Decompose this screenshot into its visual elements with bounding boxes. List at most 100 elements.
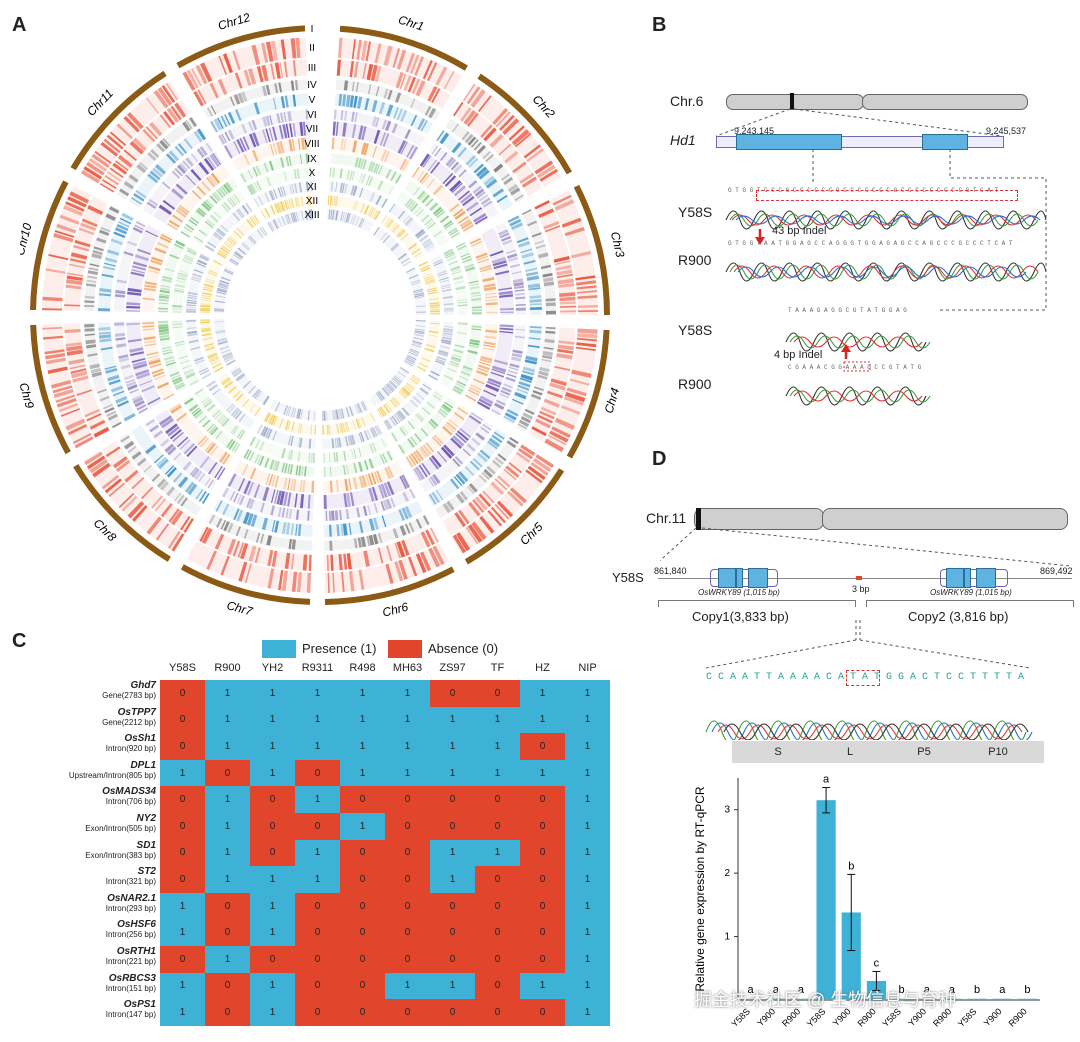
heatmap-cell: 1 xyxy=(565,733,610,760)
x-tick-label: Y900 xyxy=(982,1006,1004,1028)
heatmap-cell: 1 xyxy=(385,733,430,760)
track-label: X xyxy=(309,168,316,179)
gene-region: Exon/Intron(505 bp) xyxy=(85,824,156,833)
heatmap-column-nip: NIP xyxy=(578,662,597,674)
y-tick-label: 2 xyxy=(724,868,730,879)
heatmap-cell: 0 xyxy=(430,786,475,813)
heatmap-cell: 1 xyxy=(205,839,250,867)
chromosome-chr3 xyxy=(405,184,610,315)
b-indel1-label: 43 bp Indel xyxy=(772,225,827,237)
heatmap-cell: 1 xyxy=(565,919,610,946)
heatmap-cell: 0 xyxy=(160,680,205,707)
significance-letter: a xyxy=(823,774,830,786)
b-seq2: G T G G T A A T G G A G C C A G G G T G … xyxy=(728,240,1013,247)
bar xyxy=(942,998,962,1000)
heatmap-row-label: OsRTH1 Intron(221 bp) xyxy=(0,946,156,967)
significance-letter: a xyxy=(924,984,931,996)
heatmap-cell: 0 xyxy=(340,786,385,813)
significance-letter: c xyxy=(874,957,880,969)
heatmap-cell: 0 xyxy=(475,892,520,920)
heatmap-column-r900: R900 xyxy=(214,662,241,674)
hd1-coord-end: 9,245,537 xyxy=(986,126,1027,136)
d-gene2-exon3 xyxy=(976,568,996,588)
chr-label: Chr6 xyxy=(381,600,410,620)
heatmap-cell: 1 xyxy=(340,759,385,787)
heatmap-cell: 1 xyxy=(430,706,475,734)
gene-name: DPL1 xyxy=(130,759,156,771)
y-axis-label: Relative gene expression by RT-qPCR xyxy=(693,786,707,992)
d-gene2-label: OsWRKY89 (1,015 bp) xyxy=(930,588,1012,597)
hd1-coord-start: 9,243,145 xyxy=(734,126,775,136)
b-arrow-2-head xyxy=(841,344,851,352)
heatmap-cell: 0 xyxy=(340,892,385,920)
panel-letter-b: B xyxy=(652,14,667,36)
heatmap-cell: 0 xyxy=(475,972,520,1000)
heatmap-cell: 0 xyxy=(385,812,430,840)
d-overlay xyxy=(660,527,1071,740)
heatmap-cell: 1 xyxy=(340,733,385,760)
heatmap-cell: 1 xyxy=(160,892,205,920)
heatmap-row-label: SD1 Exon/Intron(383 bp) xyxy=(0,840,156,861)
hd1-exon1 xyxy=(736,134,842,150)
d-coord-end: 869,492 xyxy=(1040,566,1073,576)
gene-name: OsPS1 xyxy=(123,999,156,1011)
heatmap-cell: 1 xyxy=(205,866,250,893)
gene-region: Intron(706 bp) xyxy=(105,797,156,807)
chromosome-chr5 xyxy=(368,366,565,565)
heatmap-column-headers: Y58S R900 YH2 R9311 R498 MH63 ZS97 TF HZ NIP xyxy=(160,662,610,678)
d-gap-mark xyxy=(856,576,862,580)
b-chromatogram-2 xyxy=(725,262,1047,282)
bar xyxy=(791,998,811,1000)
heatmap-row-label: Ghd7 Gene(2783 bp) xyxy=(0,680,156,701)
heatmap-cell: 1 xyxy=(520,972,565,1000)
heatmap-cell: 0 xyxy=(205,999,250,1026)
x-tick-label: R900 xyxy=(1007,1006,1029,1028)
heatmap-row-label: OsMADS34 Intron(706 bp) xyxy=(0,786,156,807)
heatmap-column-zs97: ZS97 xyxy=(439,662,466,674)
heatmap-cell: 1 xyxy=(430,733,475,760)
d-gene1-exon3 xyxy=(748,568,768,588)
stage-box-p5: P5 xyxy=(878,741,970,763)
heatmap-cell: 0 xyxy=(295,892,340,920)
heatmap-cell: 1 xyxy=(340,680,385,707)
heatmap-cell: 0 xyxy=(295,812,340,840)
heatmap-cell: 1 xyxy=(565,999,610,1026)
y-tick-label: 1 xyxy=(724,932,730,943)
d-copy1-label: Copy1(3,833 bp) xyxy=(692,609,789,624)
heatmap-cell: 1 xyxy=(385,680,430,707)
heatmap-cell: 0 xyxy=(205,759,250,787)
d-copy1-bracket xyxy=(658,600,856,607)
gene-name: OsNAR2.1 xyxy=(107,892,156,904)
heatmap-row-labels: Ghd7 Gene(2783 bp) OsTPP7 Gene(2212 bp) OsSh… xyxy=(0,680,156,1026)
heatmap-row-label: OsTPP7 Gene(2212 bp) xyxy=(0,707,156,728)
d-gene2-exon1 xyxy=(946,568,964,588)
heatmap-cell: 1 xyxy=(520,680,565,707)
bar xyxy=(967,998,987,1000)
gene-region: Gene(2783 bp) xyxy=(102,691,156,700)
d-zoom-lines xyxy=(660,527,1071,669)
heatmap-cell: 0 xyxy=(295,919,340,946)
chromosome-chr9 xyxy=(30,318,236,455)
heatmap-cell: 0 xyxy=(385,945,430,973)
gene-region: Intron(920 bp) xyxy=(105,744,156,754)
heatmap-cell: 0 xyxy=(295,999,340,1026)
heatmap-cell: 1 xyxy=(250,733,295,760)
chr-label: Chr10 xyxy=(20,221,35,256)
heatmap-cell: 0 xyxy=(520,892,565,920)
heatmap-cell: 1 xyxy=(430,839,475,867)
heatmap-cell: 1 xyxy=(250,866,295,893)
d-sample-label: Y58S xyxy=(612,570,644,585)
heatmap-cell: 1 xyxy=(295,839,340,867)
heatmap-column-y58s: Y58S xyxy=(169,662,196,674)
heatmap-cell: 0 xyxy=(475,999,520,1026)
b-seq3: T A A A G A G G C G T A T G G A G xyxy=(788,307,907,314)
significance-letter: a xyxy=(798,984,805,996)
heatmap-cell: 1 xyxy=(250,999,295,1026)
gene-region: Intron(221 bp) xyxy=(105,957,156,966)
